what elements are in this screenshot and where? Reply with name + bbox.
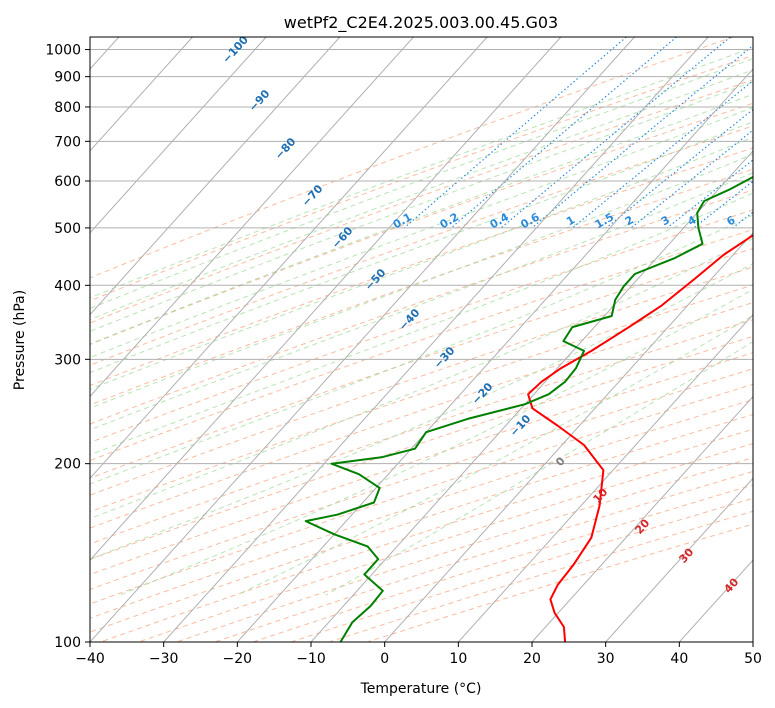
- dry-adiabat-line: [90, 383, 753, 605]
- moist-adiabat-line: [90, 153, 753, 409]
- x-tick-label: −40: [75, 651, 105, 667]
- mixing-ratio-line: [531, 44, 753, 229]
- y-tick-label: 500: [54, 221, 81, 237]
- dry-adiabat-line: [90, 335, 753, 560]
- isotherm-line: [752, 641, 753, 642]
- x-axis-ticks: −40 −30 −20 −10 0 10 20 30 40 50: [75, 642, 762, 667]
- isotherm-line: [531, 395, 753, 642]
- isotherm-line: [90, 37, 267, 234]
- mixing-ratio-line: [403, 37, 627, 229]
- moist-adiabat-line: [90, 81, 753, 332]
- moist-adiabat-line: [119, 288, 753, 596]
- x-axis-title: Temperature (°C): [360, 681, 482, 697]
- dry-adiabat-line: [90, 248, 753, 479]
- x-tick-label: 10: [449, 651, 467, 667]
- moist-adiabat-line: [90, 93, 753, 345]
- series-group: [304, 175, 753, 642]
- moist-adiabat-line: [90, 172, 753, 431]
- y-tick-label: 700: [54, 134, 81, 150]
- moist-adiabat-line: [90, 106, 753, 359]
- y-tick-label: 900: [54, 70, 81, 86]
- y-tick-label: 300: [54, 352, 81, 368]
- dry-adiabat-line: [90, 189, 753, 425]
- chart-title: wetPf2_C2E4.2025.003.00.45.G03: [284, 13, 558, 33]
- dewpoint-line: [304, 175, 753, 642]
- x-tick-label: −20: [223, 651, 253, 667]
- x-tick-label: −10: [296, 651, 326, 667]
- moist-adiabat-line: [90, 238, 753, 520]
- y-tick-label: 100: [54, 635, 81, 651]
- y-tick-label: 600: [54, 174, 81, 190]
- mixing-ratio-line: [572, 79, 753, 229]
- dry-adiabat-line: [90, 209, 753, 444]
- isotherm-line: [90, 37, 341, 316]
- dry-adiabat-line: [90, 352, 753, 576]
- temperature-line: [527, 234, 753, 642]
- y-tick-label: 1000: [45, 43, 81, 59]
- isotherm-line: [310, 150, 753, 642]
- y-tick-label: 400: [54, 278, 81, 294]
- isotherm-line: [90, 37, 414, 398]
- isotherm-line: [90, 37, 488, 480]
- moist-adiabat-line: [90, 57, 753, 310]
- x-tick-label: 0: [380, 651, 389, 667]
- isotherm-line: [90, 37, 193, 152]
- isotherm-line: [384, 231, 753, 642]
- moist-adiabat-line: [90, 192, 753, 456]
- background-lines: [90, 37, 775, 642]
- mixing-ratio-line: [630, 129, 753, 229]
- mixing-ratio-line: [605, 108, 753, 229]
- dry-adiabat-line: [90, 284, 753, 513]
- plot-frame: [89, 36, 754, 643]
- y-axis-ticks: 100 200 300 400 500 600 700 800 900 1000: [45, 43, 90, 651]
- x-tick-label: 30: [597, 651, 615, 667]
- isotherm-line: [457, 313, 753, 642]
- mixing-ratio-line: [761, 37, 775, 228]
- mixing-ratio-line: [693, 180, 753, 229]
- x-tick-label: −30: [149, 651, 179, 667]
- x-tick-label: 40: [670, 651, 688, 667]
- isotherm-line: [90, 37, 635, 642]
- moist-adiabat-line: [90, 214, 753, 485]
- isotherm-line: [90, 37, 562, 561]
- dry-adiabat-line: [90, 302, 753, 529]
- moist-adiabat-line: [90, 47, 753, 299]
- y-tick-label: 800: [54, 100, 81, 116]
- moist-adiabat-line: [236, 314, 753, 596]
- grid: [90, 37, 753, 642]
- moist-adiabat-line: [90, 69, 753, 321]
- dry-adiabat-line: [90, 125, 753, 366]
- y-axis-title: Pressure (hPa): [12, 290, 28, 390]
- isotherm-line: [236, 68, 753, 642]
- dry-adiabat-line: [90, 37, 734, 279]
- isotherm-line: [163, 37, 709, 642]
- x-tick-label: 50: [744, 651, 762, 667]
- isotherm-line: [605, 477, 753, 642]
- x-tick-label: 20: [523, 651, 541, 667]
- mixing-ratio-line: [500, 37, 731, 229]
- y-tick-label: 200: [54, 457, 81, 473]
